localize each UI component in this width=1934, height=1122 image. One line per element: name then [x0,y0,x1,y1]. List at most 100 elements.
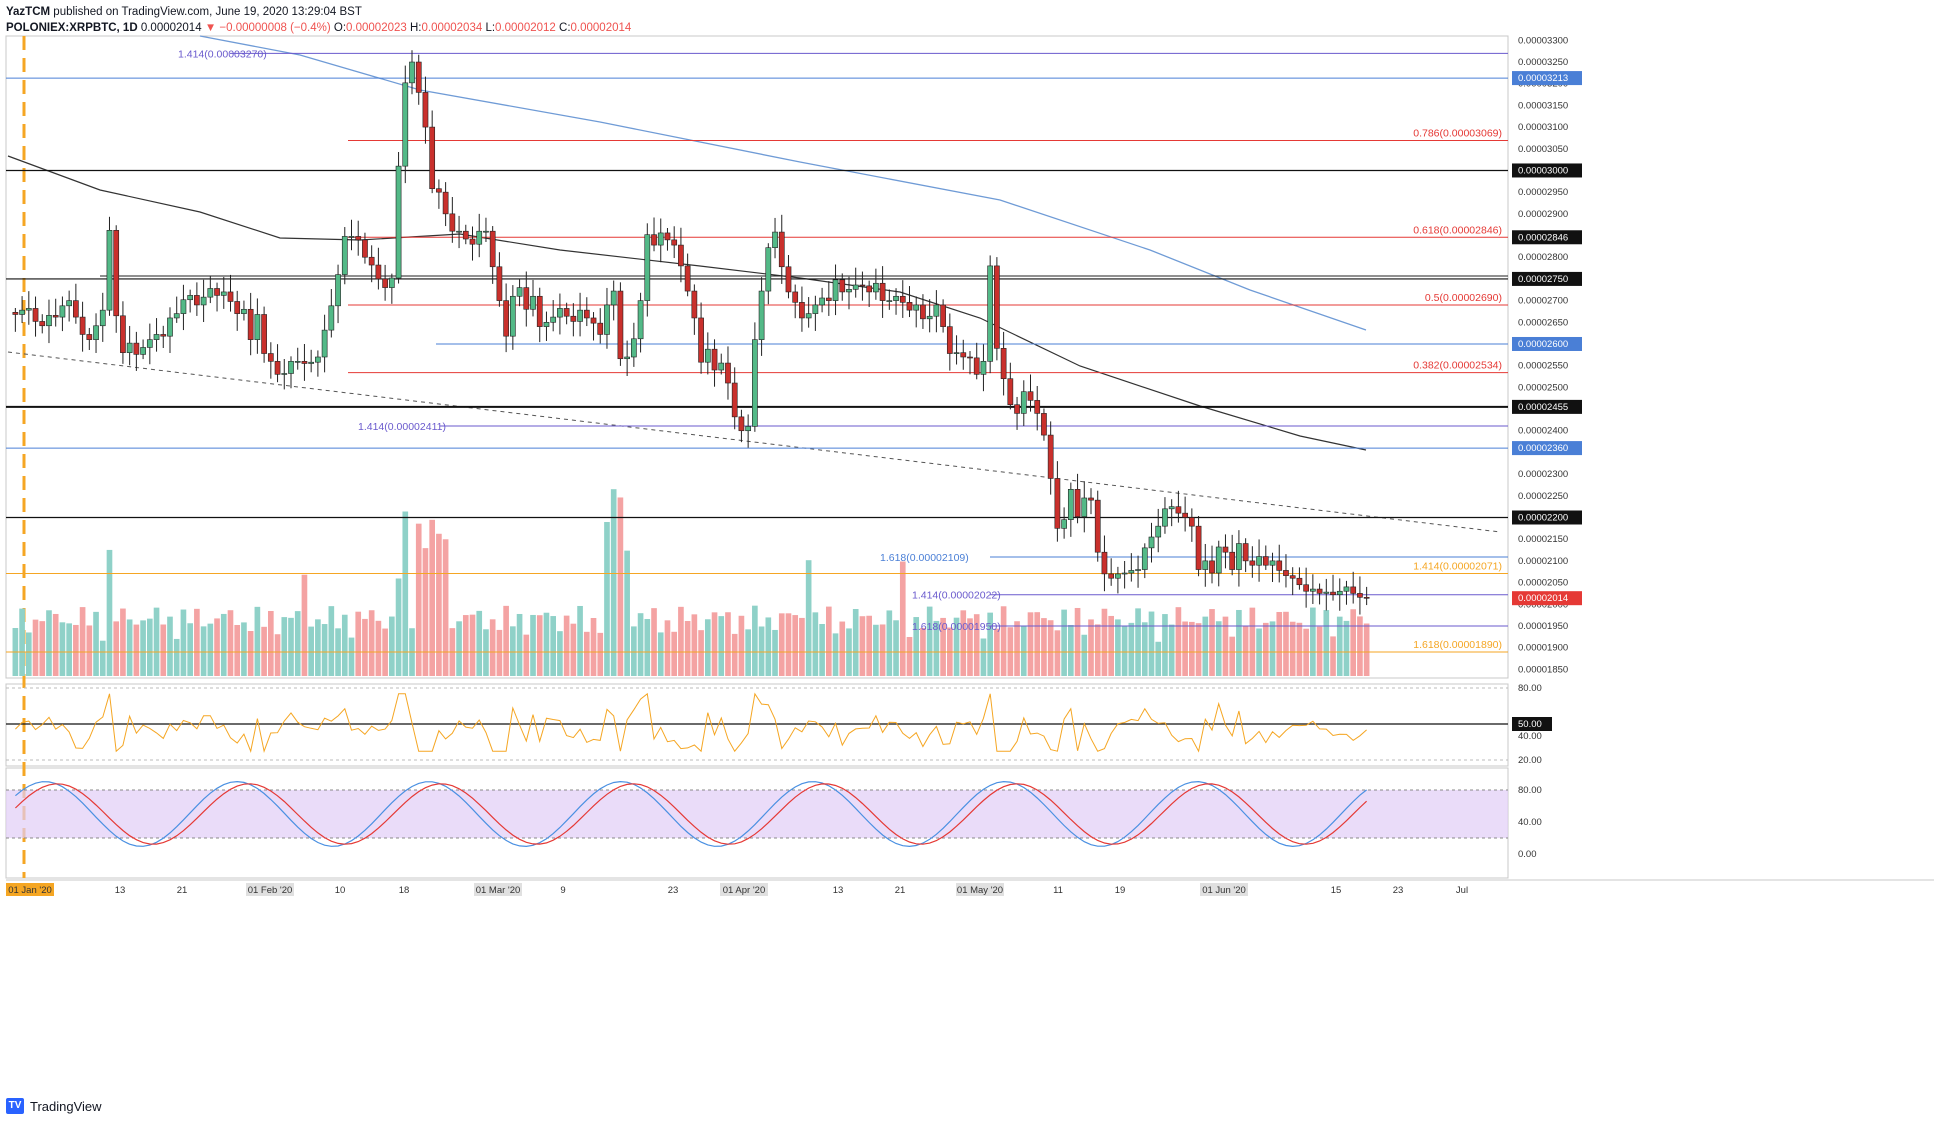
candle-body [469,238,476,245]
volume-bar [953,617,960,676]
candle-body [449,213,456,232]
stoch-band [6,790,1508,838]
x-tick-label: 01 Jun '20 [1202,885,1246,896]
symbol-label[interactable]: POLONIEX:XRPBTC, 1D [6,22,138,34]
level-badge-label: 0.00002455 [1518,402,1568,413]
volume-bar [503,605,509,676]
candle-body [207,288,214,298]
candle-body [1236,543,1242,570]
volume-bar [543,612,550,676]
candle-body [1289,575,1296,579]
candle-body [906,302,913,311]
volume-bar [93,611,99,676]
x-tick-label: 01 Jan '20 [8,885,52,896]
volume-bar [671,631,678,676]
volume-bar [1141,622,1148,676]
candle-body [711,348,718,371]
volume-bar [879,624,886,676]
volume-bar [1215,621,1222,676]
volume-bar [227,610,234,676]
low-value: 0.00002012 [495,22,556,34]
ma-200-line [199,35,1367,331]
volume-bar [852,609,859,676]
candle-body [583,309,590,319]
candle-body [631,338,637,358]
level-label: 1.414(0.00002071) [1413,560,1502,572]
candle-body [59,305,66,318]
volume-bar [288,617,294,676]
volume-bar [792,615,799,676]
candle-body [173,313,180,319]
candle-body [1323,591,1330,594]
candle-body [590,317,597,324]
candle-body [294,361,301,363]
volume-bar [247,631,254,676]
volume-bar [980,638,987,676]
volume-bar [516,613,523,676]
volume-bar [261,626,267,676]
x-tick-label: 15 [1331,885,1342,896]
price-tick-label: 0.00002500 [1518,382,1568,393]
candle-body [1175,506,1182,514]
candle-body [893,295,899,301]
volume-bar [1027,612,1034,676]
candle-body [1148,536,1155,549]
volume-bar [1115,619,1121,676]
candle-body [792,291,799,303]
candle-body [624,356,630,360]
candle-body [812,304,819,314]
footer-brand[interactable]: TradingView [30,1098,102,1114]
volume-bar [711,612,718,676]
price-tick-label: 0.00003150 [1518,100,1568,111]
volume-bar [106,549,113,676]
price-tick-label: 0.00003050 [1518,144,1568,155]
candle-body [25,308,32,311]
volume-bar [765,617,772,676]
volume-bar [1155,641,1162,676]
candle-body [509,295,516,337]
candle-body [678,244,684,267]
candle-body [1310,588,1316,592]
price-tick-label: 0.00002250 [1518,491,1568,502]
level-label: 1.414(0.00002022) [912,590,1001,602]
candle-body [913,304,920,311]
volume-bar [429,519,435,676]
level-label: 1.618(0.00001890) [1413,639,1502,651]
volume-bar [873,624,879,676]
candle-body [93,325,99,340]
volume-bar [294,611,301,676]
candle-body [133,342,140,355]
tradingview-logo-icon[interactable]: TV [6,1098,24,1114]
candle-body [126,342,133,353]
close-value: 0.00002014 [570,22,632,34]
candle-body [341,236,348,275]
candle-body [315,356,321,363]
candle-body [1195,525,1202,570]
x-tick-label: 01 May '20 [957,885,1003,896]
volume-bar [1128,622,1135,676]
candle-body [241,308,247,314]
candle-body [106,230,113,311]
rsi-50-badge-label: 50.00 [1518,719,1542,730]
volume-bar [442,539,449,676]
stoch-k-line [15,780,1367,848]
volume-bar [389,616,395,676]
candle-body [1188,517,1195,527]
volume-bar [1148,611,1155,676]
high-value: 0.00002034 [421,22,483,34]
candle-body [301,361,308,364]
volume-bar [133,624,140,676]
volume-bar [153,607,160,676]
volume-bar [483,629,489,676]
volume-bar [839,621,846,676]
level-label: 0.786(0.00003069) [1413,128,1502,140]
candle-body [1249,560,1256,566]
candle-body [1162,508,1168,527]
volume-bar [341,614,348,676]
volume-bar [281,617,288,676]
author-name[interactable]: YazTCM [6,6,51,18]
level-badge [1512,230,1582,245]
candle-body [140,347,146,355]
volume-bar [745,629,751,676]
